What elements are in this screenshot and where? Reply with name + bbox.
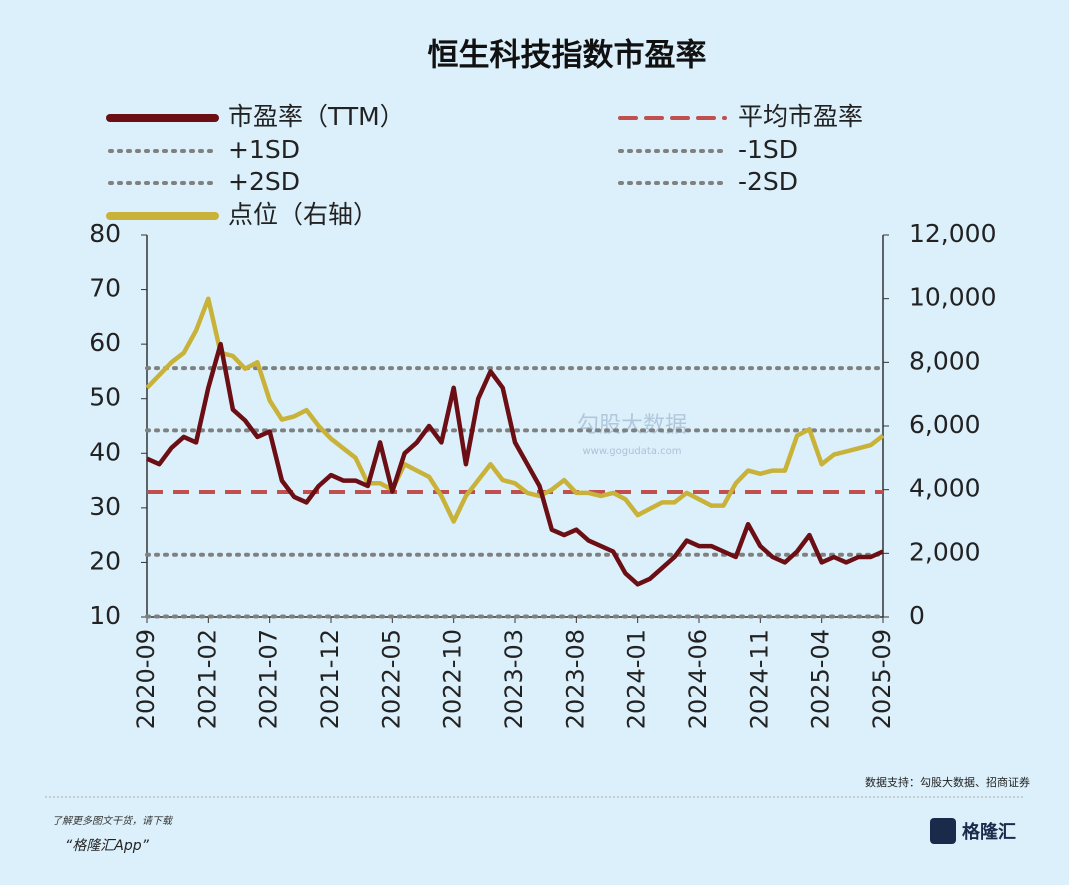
y2-tick-label: 0: [909, 601, 925, 630]
x-tick-label: 2024-06: [684, 629, 712, 729]
y2-tick-label: 2,000: [909, 537, 981, 566]
legend-label: 点位（右轴）: [228, 200, 378, 229]
legend-label: 平均市盈率: [738, 102, 863, 131]
footer-app: “格隆汇App”: [65, 838, 150, 854]
chart-title: 恒生科技指数市盈率: [428, 38, 707, 74]
legend-label: 市盈率（TTM）: [228, 102, 405, 131]
x-tick-label: 2023-03: [500, 629, 528, 729]
x-tick-label: 2020-09: [132, 629, 160, 729]
series-line: [146, 341, 884, 587]
source: 数据支持：勾股大数据、招商证券: [865, 775, 1030, 789]
y2-tick-label: 6,000: [909, 410, 981, 439]
footer-prompt: 了解更多图文干货，请下载: [52, 815, 174, 827]
x-tick-label: 2024-01: [623, 629, 651, 729]
x-tick-label: 2021-02: [193, 629, 221, 729]
legend-label: +1SD: [228, 135, 300, 164]
watermark-url: www.gogudata.com: [582, 446, 681, 457]
y-tick-label: 80: [89, 219, 121, 248]
logo-icon: [930, 818, 956, 844]
x-tick-label: 2025-04: [807, 629, 835, 729]
y-tick-label: 60: [89, 328, 121, 357]
x-tick-label: 2024-11: [745, 629, 773, 729]
y-tick-label: 20: [89, 546, 121, 575]
y-tick-label: 40: [89, 437, 121, 466]
y2-tick-label: 10,000: [909, 283, 996, 312]
y-tick-label: 30: [89, 492, 121, 521]
x-tick-label: 2025-09: [868, 629, 896, 729]
x-tick-label: 2021-12: [316, 629, 344, 729]
y2-tick-label: 12,000: [909, 219, 996, 248]
y2-tick-label: 8,000: [909, 346, 981, 375]
logo-text: 格隆汇: [962, 821, 1016, 843]
x-tick-label: 2023-08: [561, 629, 589, 729]
legend-label: -2SD: [738, 167, 798, 196]
x-tick-label: 2022-10: [439, 629, 467, 729]
x-tick-label: 2021-07: [255, 629, 283, 729]
x-tick-label: 2022-05: [377, 629, 405, 729]
legend-label: -1SD: [738, 135, 798, 164]
y2-tick-label: 4,000: [909, 474, 981, 503]
series-line: [145, 296, 885, 524]
legend-label: +2SD: [228, 167, 300, 196]
watermark: 勾股大数据: [577, 413, 687, 438]
y-tick-label: 10: [89, 601, 121, 630]
y-tick-label: 50: [89, 383, 121, 412]
y-tick-label: 70: [89, 274, 121, 303]
